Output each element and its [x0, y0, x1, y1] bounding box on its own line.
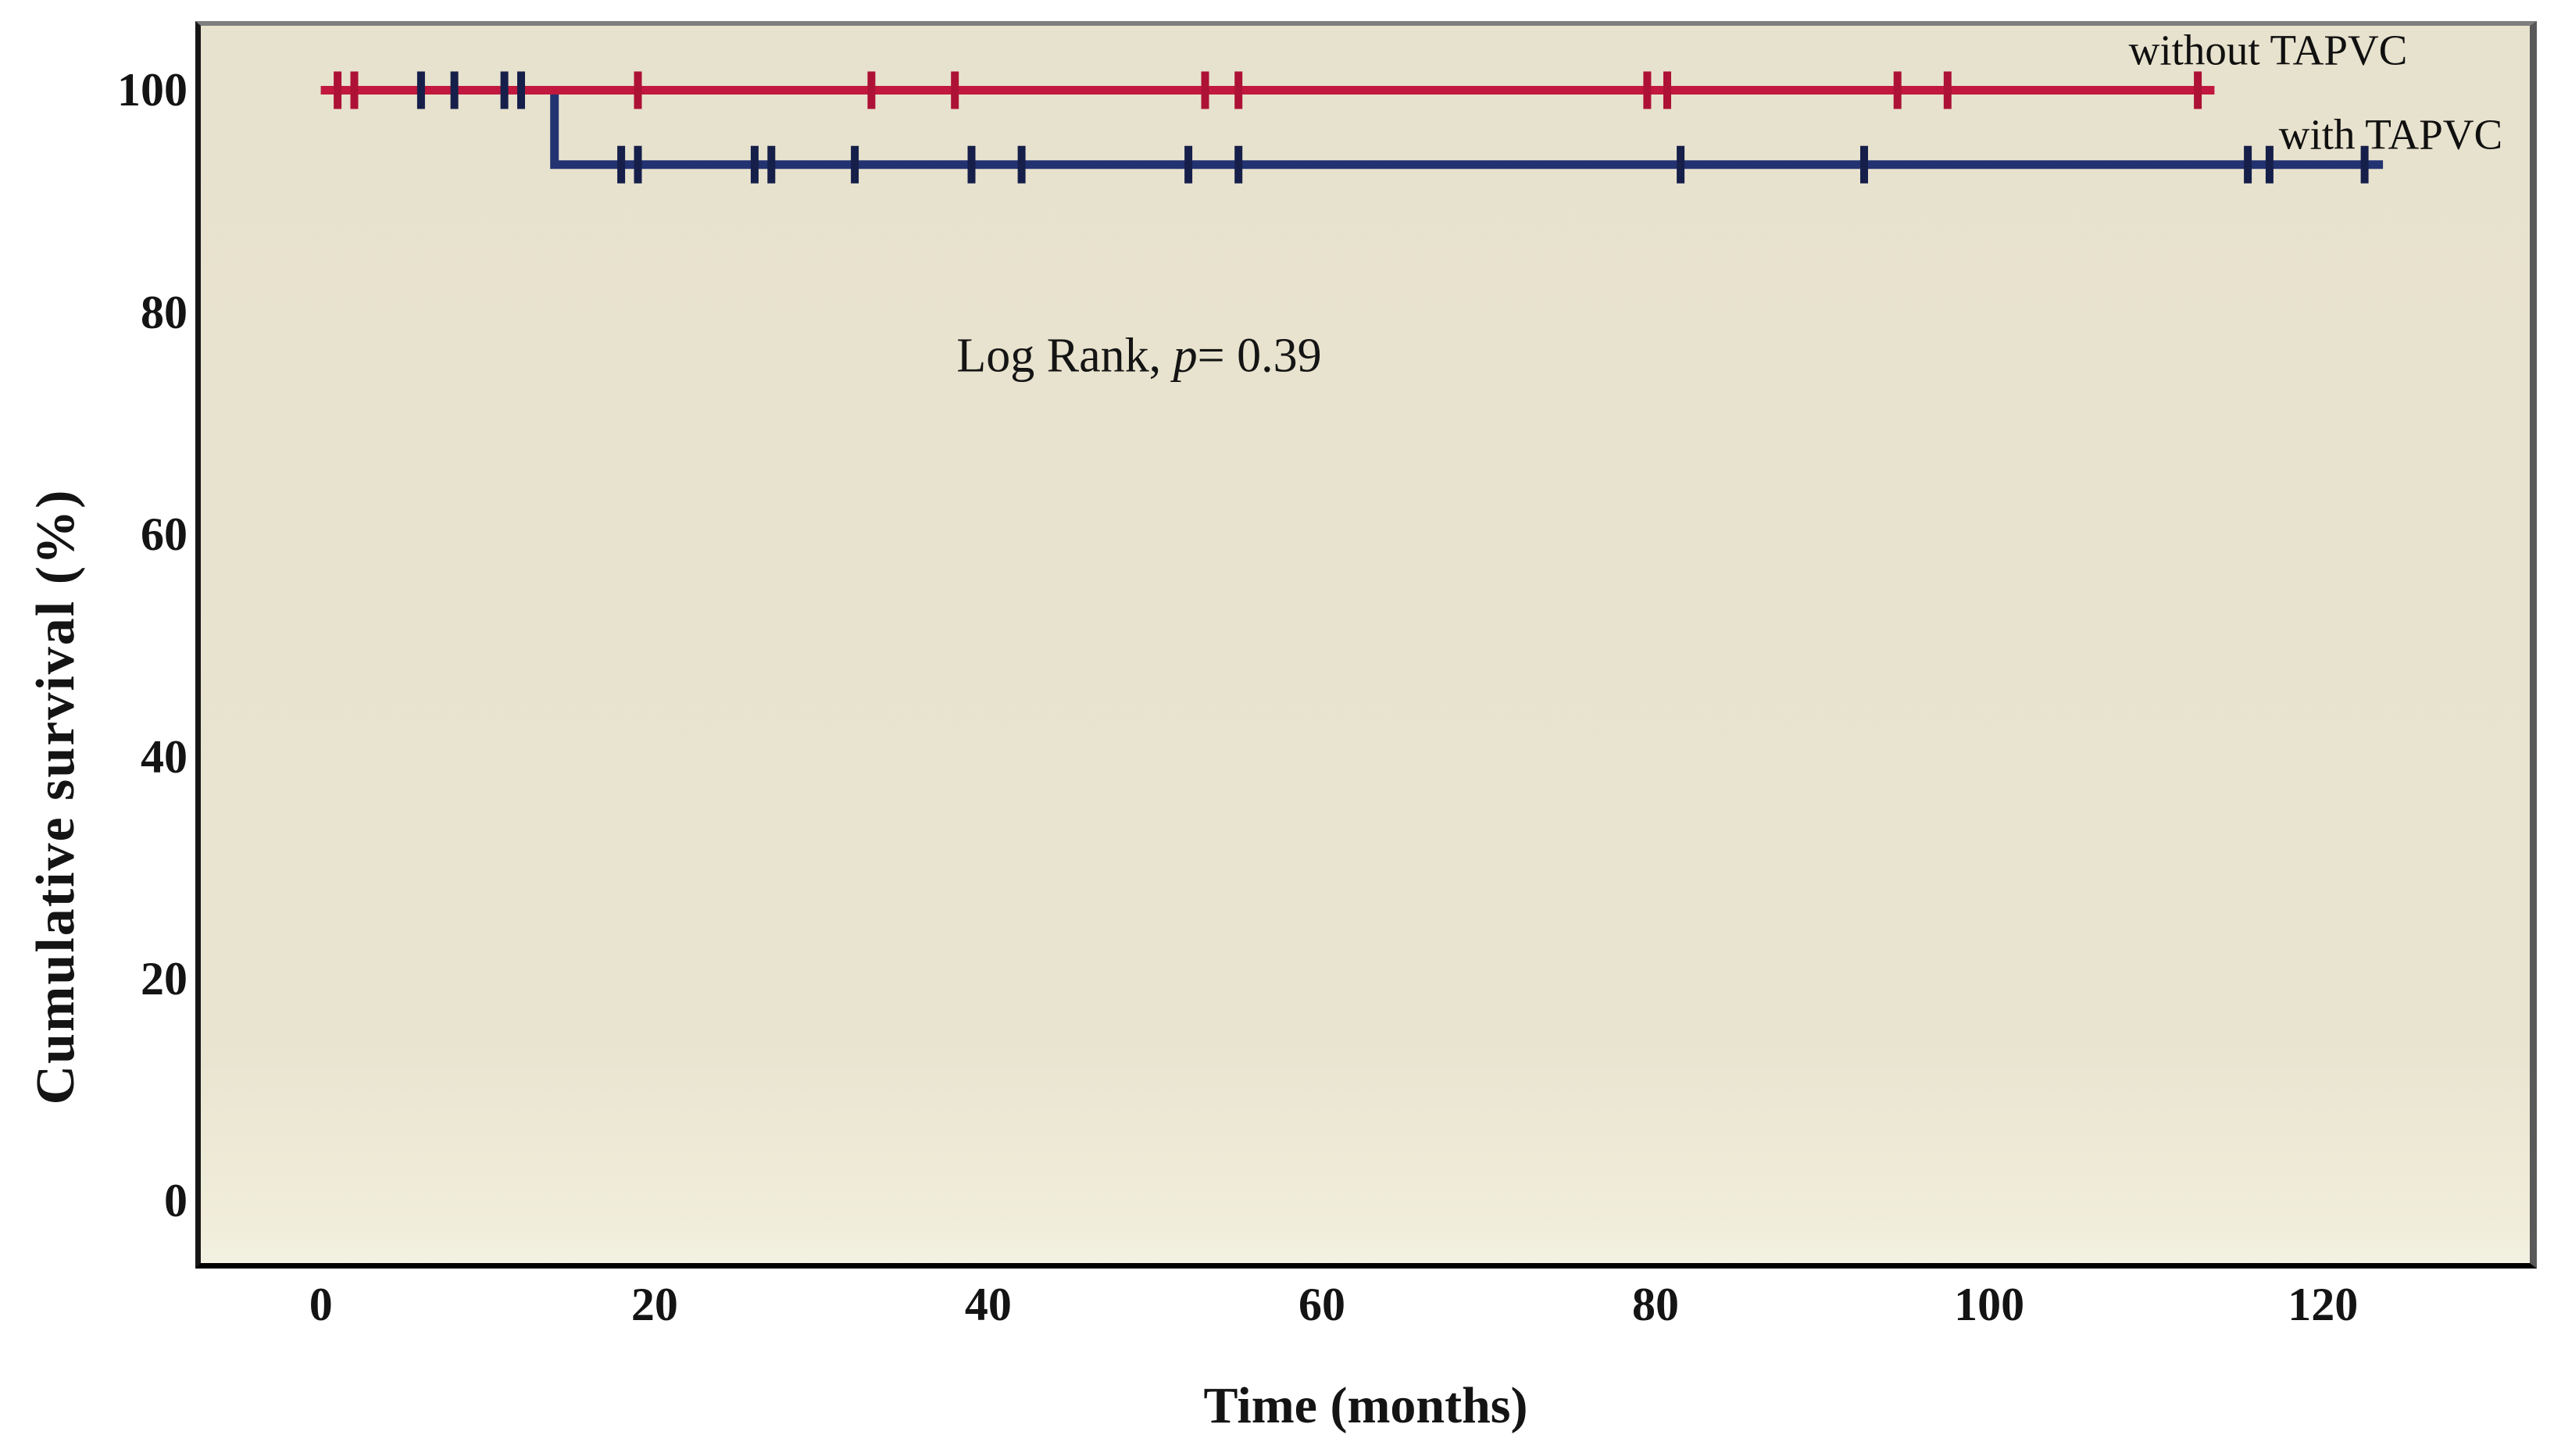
x-tick-label-60: 60 [1298, 1279, 1345, 1330]
y-tick-label-60: 60 [141, 509, 188, 561]
log-rank-prefix: Log Rank, [956, 329, 1173, 383]
series-label-without-tapvc: without TAPVC [2128, 26, 2408, 74]
y-axis-title: Cumulative survival (%) [26, 488, 86, 1105]
y-tick-label-100: 100 [117, 64, 188, 116]
x-tick-label-40: 40 [964, 1279, 1012, 1330]
log-rank-annotation: Log Rank, p= 0.39 [956, 329, 1321, 384]
log-rank-suffix: = 0.39 [1197, 329, 1322, 383]
y-tick-label-20: 20 [141, 952, 188, 1005]
y-tick-label-0: 0 [164, 1175, 188, 1227]
y-tick-label-80: 80 [141, 286, 188, 338]
survival-curves-canvas [320, 71, 2384, 184]
x-tick-label-120: 120 [2288, 1279, 2359, 1330]
x-tick-label-0: 0 [309, 1279, 333, 1330]
series-label-with-tapvc: with TAPVC [2278, 110, 2503, 159]
x-axis-title: Time (months) [1203, 1377, 1528, 1434]
x-tick-label-100: 100 [1954, 1279, 2025, 1330]
y-tick-label-40: 40 [141, 730, 188, 783]
survival-curve-with-tapvc [320, 86, 2384, 170]
x-tick-label-80: 80 [1632, 1279, 1680, 1330]
x-tick-label-20: 20 [630, 1279, 678, 1330]
plot-area [195, 21, 2537, 1269]
p-symbol: p [1173, 329, 1198, 383]
